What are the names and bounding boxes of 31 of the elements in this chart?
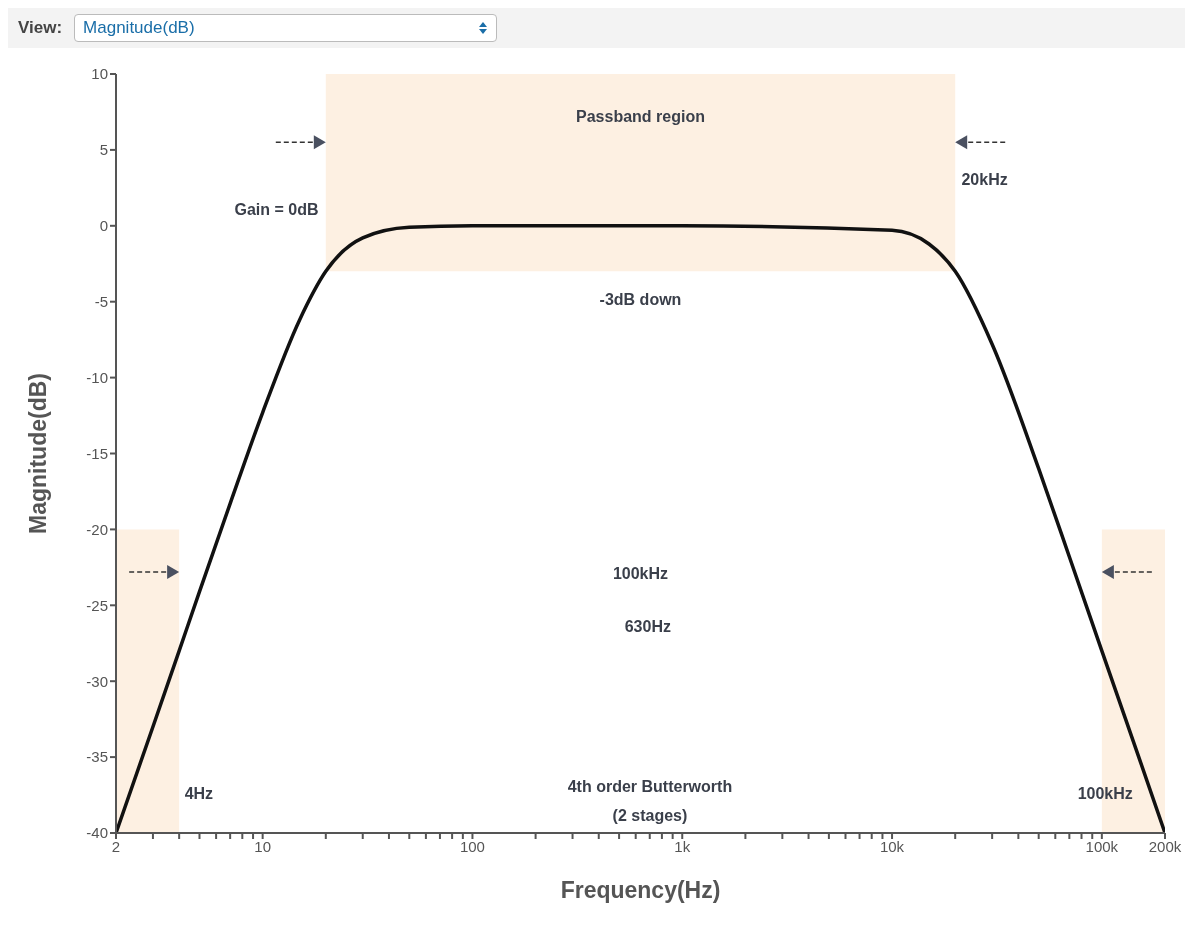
- annotation: 4th order Butterworth (2 stages): [567, 777, 733, 827]
- x-tick-label: 2: [111, 837, 121, 855]
- text: View:: [18, 18, 63, 38]
- y-tick-label: -15: [86, 444, 108, 462]
- y-tick-label: -20: [86, 520, 108, 538]
- text: Magnitude(dB): [83, 18, 195, 38]
- y-tick-label: -30: [86, 672, 108, 690]
- annotation: 100kHz: [1077, 783, 1133, 804]
- x-tick-label: 100k: [1085, 837, 1119, 855]
- y-tick-label: -40: [86, 824, 108, 842]
- x-tick-label: 10k: [879, 837, 905, 855]
- x-tick-label: 10: [254, 837, 271, 855]
- x-axis-title: Frequency(Hz): [560, 877, 721, 903]
- y-tick-label: -10: [86, 368, 108, 386]
- x-tick-label: 200k: [1148, 837, 1182, 855]
- y-tick-label: -25: [86, 596, 108, 614]
- annotation: 100kHz: [612, 563, 669, 584]
- annotation: 4Hz: [184, 783, 214, 804]
- y-axis-title: Magnitude(dB): [25, 373, 52, 534]
- x-tick-label: 100: [459, 837, 485, 855]
- y-tick-label: -35: [86, 748, 108, 766]
- annotation: 20kHz: [961, 169, 1008, 190]
- y-tick-label: -5: [94, 293, 108, 311]
- x-tick-label: 1k: [674, 837, 691, 855]
- annotation: -3dB down: [599, 289, 682, 310]
- annotation: Gain = 0dB: [234, 199, 319, 220]
- annotation: 630Hz: [624, 616, 671, 637]
- y-tick-label: 0: [99, 217, 108, 235]
- y-tick-label: 10: [91, 65, 108, 83]
- y-tick-label: 5: [99, 141, 108, 159]
- annotation: Passband region: [576, 106, 705, 127]
